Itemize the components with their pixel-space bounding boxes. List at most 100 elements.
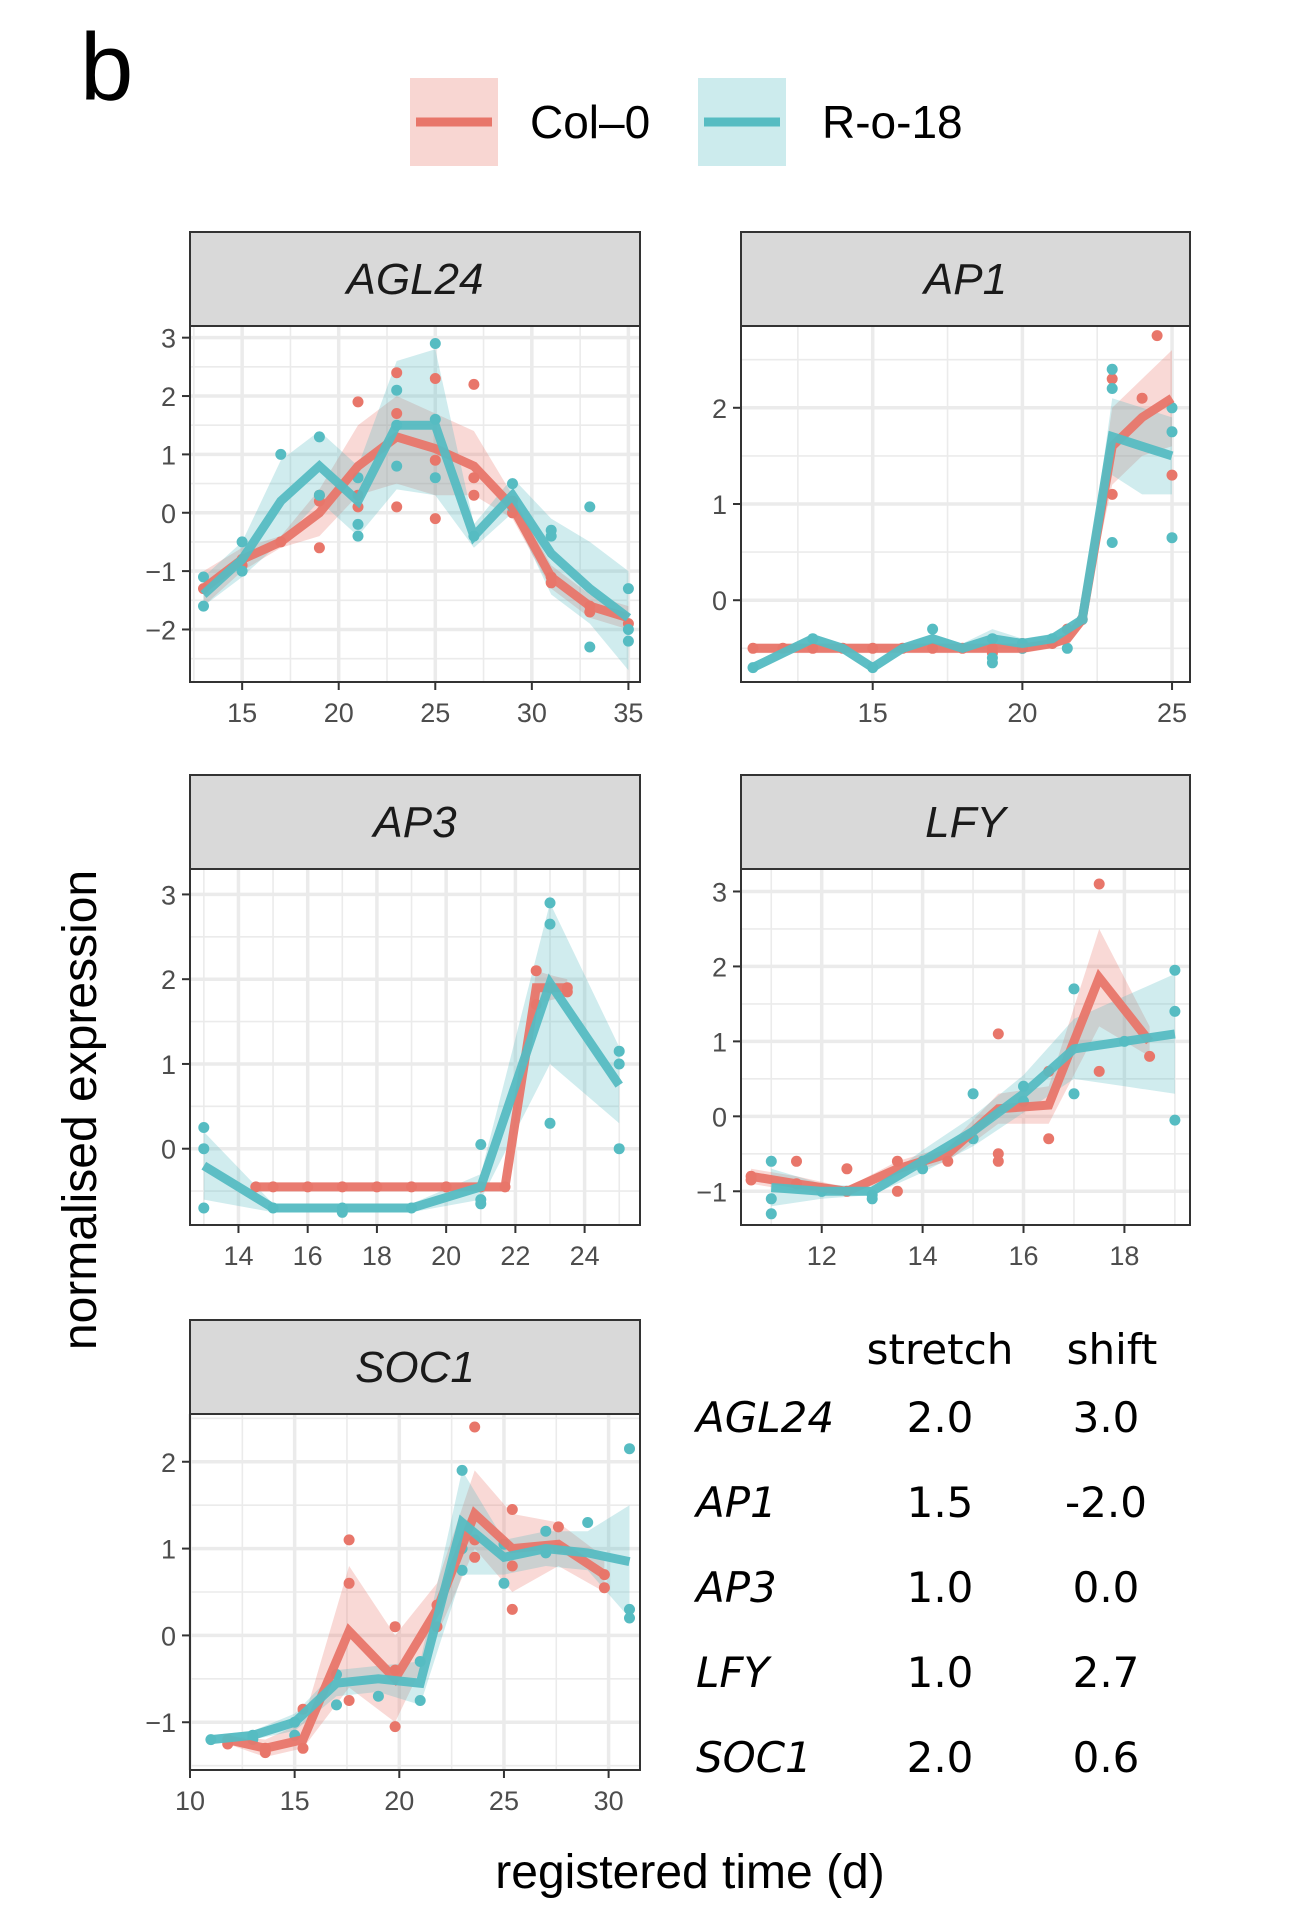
point-r-o-18 [967, 1088, 979, 1100]
point-r-o-18 [622, 635, 634, 647]
y-tick-label: −1 [145, 557, 176, 587]
point-r-o-18 [540, 1525, 552, 1537]
point-col-0 [1093, 1065, 1105, 1077]
y-axis-title: normalised expression [54, 870, 107, 1350]
table-stretch: 2.0 [907, 1393, 974, 1442]
panel-border [189, 1413, 641, 1771]
table-stretch: 2.0 [907, 1733, 974, 1782]
plot-background [190, 326, 640, 682]
y-tick-label: 1 [712, 1027, 727, 1057]
ribbon-r-o-18 [203, 349, 629, 671]
table-shift: 0.6 [1073, 1733, 1140, 1782]
table-row: LFY 1.0 2.7 [696, 1648, 1139, 1697]
point-col-0 [506, 1560, 518, 1572]
point-r-o-18 [391, 460, 403, 472]
point-col-0 [598, 1582, 610, 1594]
panel-border [189, 868, 641, 1226]
point-r-o-18 [866, 1193, 878, 1205]
x-tick-label: 18 [1109, 1241, 1139, 1271]
table-gene: SOC1 [696, 1733, 812, 1782]
point-col-0 [791, 1155, 802, 1167]
point-r-o-18 [544, 1117, 556, 1129]
point-col-0 [1136, 392, 1148, 404]
point-r-o-18 [622, 624, 634, 635]
point-r-o-18 [456, 1564, 468, 1576]
table-shift: 2.7 [1073, 1648, 1140, 1697]
point-col-0 [297, 1742, 309, 1754]
point-col-0 [468, 489, 480, 501]
x-tick-label: 18 [362, 1241, 392, 1271]
grid [190, 326, 640, 682]
table-gene: LFY [696, 1648, 773, 1697]
point-r-o-18 [275, 448, 287, 460]
facet-title: LFY [925, 798, 1008, 847]
y-tick-label: 3 [161, 880, 176, 910]
point-r-o-18 [475, 1139, 487, 1150]
y-tick-label: 3 [161, 324, 176, 354]
x-tick-label: 20 [384, 1786, 414, 1816]
panel-border [740, 868, 1191, 1226]
point-r-o-18 [1169, 964, 1181, 976]
x-tick-label: 15 [227, 698, 257, 728]
x-tick-label: 25 [420, 698, 450, 728]
x-tick-label: 15 [858, 698, 888, 728]
point-r-o-18 [1106, 363, 1118, 375]
facet-strip [740, 774, 1191, 870]
point-r-o-18 [545, 530, 557, 542]
table-row: AP3 1.0 0.0 [693, 1563, 1139, 1612]
facet-title: SOC1 [355, 1343, 475, 1392]
point-r-o-18 [198, 571, 209, 583]
y-tick-label: 3 [712, 877, 727, 907]
series-line-r-o-18 [201, 973, 623, 1213]
ribbon-r-o-18 [203, 902, 620, 1213]
point-r-o-18 [613, 1143, 625, 1155]
y-tick-label: 2 [161, 965, 176, 995]
point-r-o-18 [584, 641, 596, 653]
y-tick-label: 1 [161, 1050, 176, 1080]
panel-label: b [80, 14, 133, 121]
point-r-o-18 [1106, 537, 1118, 548]
legend: Col–0 R-o-18 [410, 78, 963, 166]
point-r-o-18 [765, 1155, 777, 1167]
point-col-0 [1093, 878, 1105, 890]
table-stretch: 1.0 [907, 1563, 974, 1612]
point-r-o-18 [1166, 532, 1178, 544]
legend-item-col0: Col–0 [410, 78, 650, 166]
y-tick-label: 2 [712, 394, 727, 424]
y-tick-label: 0 [161, 1621, 176, 1651]
table-header-stretch: stretch [867, 1325, 1014, 1374]
point-col-0 [469, 1551, 481, 1563]
legend-label-col0: Col–0 [530, 96, 650, 148]
y-tick-label: 2 [161, 1448, 176, 1478]
x-tick-label: 10 [175, 1786, 205, 1816]
point-r-o-18 [456, 1464, 468, 1476]
x-tick-label: 20 [431, 1241, 461, 1271]
point-r-o-18 [1169, 1114, 1181, 1126]
point-col-0 [841, 1163, 853, 1175]
point-r-o-18 [624, 1443, 635, 1455]
point-r-o-18 [414, 1695, 426, 1706]
point-r-o-18 [352, 518, 364, 530]
point-col-0 [469, 1421, 481, 1433]
series-line-r-o-18 [770, 1029, 1176, 1196]
x-tick-label: 25 [489, 1786, 519, 1816]
point-col-0 [389, 1621, 401, 1633]
panel-border [189, 325, 641, 683]
point-r-o-18 [613, 1058, 625, 1070]
point-r-o-18 [927, 623, 939, 635]
y-tick-label: 0 [712, 1102, 727, 1132]
point-r-o-18 [429, 472, 441, 484]
legend-item-ro18: R-o-18 [698, 78, 963, 166]
point-col-0 [429, 513, 441, 525]
point-col-0 [343, 1577, 355, 1589]
table-row: SOC1 2.0 0.6 [696, 1733, 1139, 1782]
table-row: AP1 1.5 -2.0 [693, 1478, 1147, 1527]
point-col-0 [1151, 330, 1163, 342]
x-tick-label: 24 [570, 1241, 600, 1271]
x-tick-label: 12 [807, 1241, 837, 1271]
x-tick-label: 20 [324, 698, 354, 728]
series-line-col-0 [255, 983, 568, 1192]
point-col-0 [1106, 373, 1118, 385]
point-col-0 [1144, 1050, 1156, 1062]
